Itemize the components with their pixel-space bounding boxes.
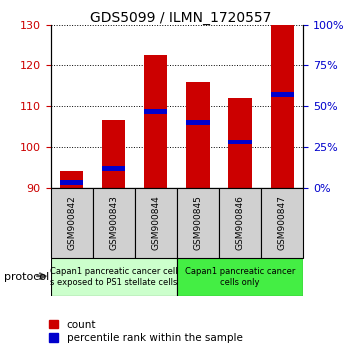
Bar <box>271 25 294 188</box>
FancyBboxPatch shape <box>51 188 93 258</box>
Text: GSM900845: GSM900845 <box>193 195 203 251</box>
Bar <box>186 82 209 188</box>
Bar <box>60 171 83 188</box>
Text: GSM900842: GSM900842 <box>67 196 76 250</box>
Text: protocol: protocol <box>4 272 49 282</box>
Bar <box>229 98 252 188</box>
FancyBboxPatch shape <box>177 258 303 296</box>
Bar <box>186 120 209 125</box>
Bar <box>229 139 252 144</box>
Bar <box>60 180 83 185</box>
Bar <box>144 109 168 114</box>
Text: GDS5099 / ILMN_1720557: GDS5099 / ILMN_1720557 <box>90 11 271 25</box>
FancyBboxPatch shape <box>135 188 177 258</box>
Legend: count, percentile rank within the sample: count, percentile rank within the sample <box>45 315 247 347</box>
Text: GSM900847: GSM900847 <box>278 195 287 251</box>
Bar <box>102 120 125 188</box>
FancyBboxPatch shape <box>261 188 303 258</box>
Text: GSM900843: GSM900843 <box>109 195 118 251</box>
Bar <box>102 166 125 171</box>
Text: Capan1 pancreatic cancer cell
s exposed to PS1 stellate cells: Capan1 pancreatic cancer cell s exposed … <box>50 267 178 287</box>
Text: GSM900844: GSM900844 <box>151 196 160 250</box>
Text: GSM900846: GSM900846 <box>236 195 244 251</box>
Bar <box>271 92 294 97</box>
FancyBboxPatch shape <box>93 188 135 258</box>
FancyBboxPatch shape <box>51 258 177 296</box>
Text: Capan1 pancreatic cancer
cells only: Capan1 pancreatic cancer cells only <box>185 267 295 287</box>
Bar <box>144 55 168 188</box>
FancyBboxPatch shape <box>177 188 219 258</box>
FancyBboxPatch shape <box>219 188 261 258</box>
